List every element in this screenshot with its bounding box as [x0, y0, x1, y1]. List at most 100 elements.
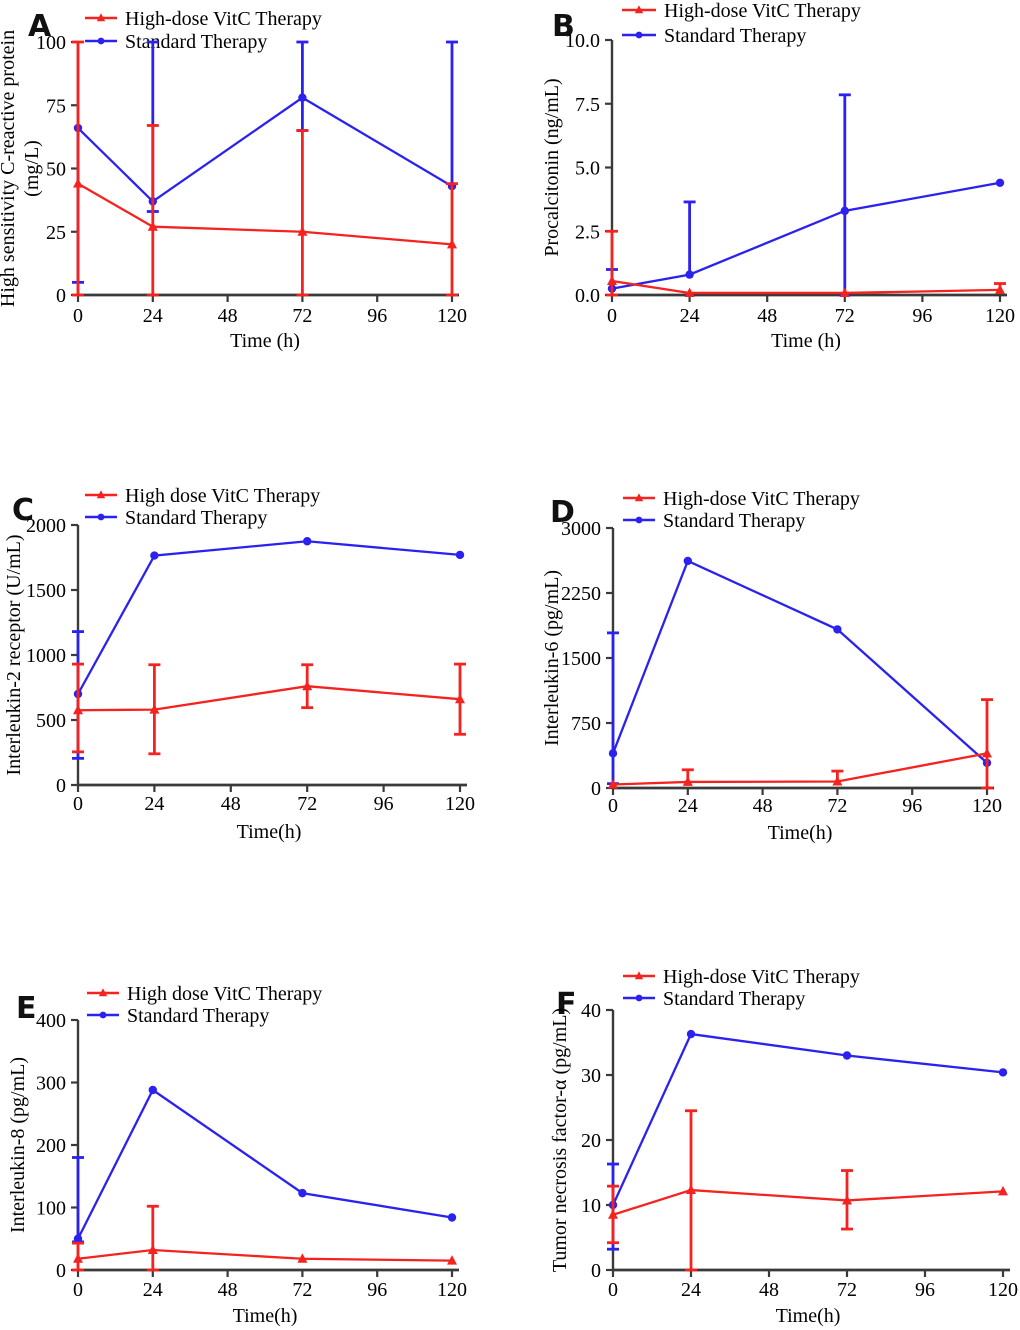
- legend-item: High dose VitC Therapy: [85, 485, 320, 507]
- panel-C: C 0 500 1000 1500 2000 0 24 48 72 96 120 Time(h) Inte…: [0, 440, 510, 870]
- data-point-triangle: [297, 226, 308, 236]
- legend-label: High-dose VitC Therapy: [664, 0, 861, 22]
- x-tick-label: 120: [445, 793, 475, 815]
- series-line: [612, 1188, 1004, 1216]
- y-tick-label: 1500: [561, 648, 601, 670]
- panel-F: F 0 10 20 30 40 0 24 48 72 96 120 Time(h) Tumor necro…: [510, 930, 1020, 1330]
- panel-E-chart: E 0 100 200 300 400 0 24 48 72 96 120 Time(h) Interle…: [7, 983, 467, 1327]
- series-standard-therapy: [72, 40, 458, 284]
- data-point-circle: [833, 625, 842, 634]
- x-tick-label: 120: [988, 1279, 1018, 1301]
- legend-item: High-dose VitC Therapy: [85, 8, 322, 30]
- y-tick-label: 0: [591, 1260, 601, 1282]
- x-tick-label: 120: [437, 305, 467, 327]
- data-point-circle: [995, 178, 1005, 187]
- x-axis-label: Time(h): [233, 1305, 298, 1327]
- panel-D: D 0 750 1500 2250 3000 0 24 48 72 96 120 Time(h) Inte…: [510, 440, 1020, 870]
- x-tick-label: 24: [144, 793, 164, 815]
- panel-B-chart: B 0.0 2.5 5.0 7.5 10.0 0 24 48 72 96 120 Time (h) Pro…: [541, 0, 1015, 352]
- x-tick-label: 0: [608, 795, 618, 817]
- legend-label: High dose VitC Therapy: [125, 485, 320, 507]
- y-tick-label: 0: [56, 775, 66, 797]
- y-tick-label: 0.0: [575, 285, 600, 307]
- panel-letter: C: [12, 493, 34, 528]
- x-tick-label: 24: [143, 305, 163, 327]
- y-tick-label: 2.5: [575, 221, 600, 243]
- legend-label: Standard Therapy: [127, 1005, 269, 1027]
- y-axis-label: Interleukin-8 (pg/mL): [7, 1057, 29, 1233]
- legend-triangle-marker-icon: [634, 5, 644, 14]
- panel-A-chart: A 0 25 50 75 100 0 24 48 72 96 120 Time (h) High sens…: [0, 8, 467, 352]
- x-tick-label: 96: [367, 305, 387, 327]
- y-tick-label: 75: [46, 95, 66, 117]
- panel-F-chart: F 0 10 20 30 40 0 24 48 72 96 120 Time(h) Tumor necro…: [549, 966, 1018, 1327]
- data-point-circle: [73, 1234, 83, 1243]
- series-high-dose-vitc: [606, 229, 1006, 297]
- y-tick-label: 2000: [26, 515, 66, 537]
- series-high-dose-vitc: [607, 1109, 1008, 1272]
- y-tick-label: 1500: [26, 580, 66, 602]
- legend-item: High-dose VitC Therapy: [623, 966, 860, 988]
- x-tick-label: 120: [437, 1279, 467, 1301]
- x-tick-label: 48: [218, 1279, 238, 1301]
- panel-letter: A: [28, 9, 52, 44]
- x-tick-label: 24: [680, 305, 700, 327]
- y-axis-label: (mg/L): [21, 140, 43, 197]
- legend-label: Standard Therapy: [663, 988, 805, 1010]
- data-point-triangle: [447, 1255, 457, 1265]
- series-line: [611, 559, 988, 764]
- legend-item: Standard Therapy: [622, 25, 806, 47]
- legend-item: Standard Therapy: [85, 31, 267, 53]
- series-high-dose-vitc: [608, 698, 993, 790]
- y-tick-label: 40: [581, 1000, 601, 1022]
- series-standard-therapy: [607, 1029, 1008, 1251]
- legend-circle-marker-icon: [635, 31, 643, 39]
- legend-label: Standard Therapy: [125, 507, 267, 529]
- data-point-triangle: [73, 178, 83, 188]
- x-tick-label: 120: [972, 795, 1002, 817]
- legend-label: Standard Therapy: [663, 510, 805, 532]
- series-line: [611, 279, 1001, 295]
- series-high-dose-vitc: [72, 1204, 457, 1272]
- data-point-circle: [150, 551, 159, 560]
- panel-letter: F: [556, 987, 577, 1022]
- x-tick-label: 0: [607, 305, 617, 327]
- y-tick-label: 50: [46, 159, 66, 181]
- y-tick-label: 200: [36, 1135, 66, 1157]
- panel-D-chart: D 0 750 1500 2250 3000 0 24 48 72 96 120 Time(h) Inte…: [541, 488, 1002, 844]
- series-standard-therapy: [607, 556, 992, 786]
- y-tick-label: 0: [56, 285, 66, 307]
- y-axis-label: High sensitivity C-reactive protein: [0, 30, 19, 307]
- y-tick-label: 100: [36, 1198, 66, 1220]
- data-point-circle: [298, 93, 307, 102]
- y-tick-label: 0: [56, 1260, 66, 1282]
- data-point-triangle: [607, 275, 617, 285]
- y-tick-label: 20: [581, 1130, 601, 1152]
- legend-item: High-dose VitC Therapy: [623, 488, 860, 510]
- data-point-triangle: [684, 287, 695, 297]
- legend-label: High-dose VitC Therapy: [125, 8, 322, 30]
- y-tick-label: 0: [591, 778, 601, 800]
- panel-B: B 0.0 2.5 5.0 7.5 10.0 0 24 48 72 96 120 Time (h) Pro…: [510, 0, 1020, 370]
- series-line: [77, 96, 453, 203]
- legend-triangle-marker-icon: [96, 490, 106, 499]
- data-point-triangle: [842, 1194, 852, 1205]
- y-axis-label: Interleukin-6 (pg/mL): [541, 570, 563, 746]
- x-tick-label: 24: [681, 1279, 701, 1301]
- series-standard-therapy: [72, 537, 465, 760]
- data-point-circle: [683, 556, 692, 566]
- data-point-triangle: [608, 779, 618, 789]
- y-tick-label: 500: [36, 710, 66, 732]
- legend-item: High dose VitC Therapy: [87, 983, 322, 1005]
- x-tick-label: 0: [73, 305, 83, 327]
- data-point-circle: [447, 1213, 457, 1222]
- data-point-triangle: [302, 680, 313, 691]
- x-tick-label: 48: [218, 305, 238, 327]
- series-line: [77, 182, 453, 246]
- data-point-triangle: [832, 776, 843, 786]
